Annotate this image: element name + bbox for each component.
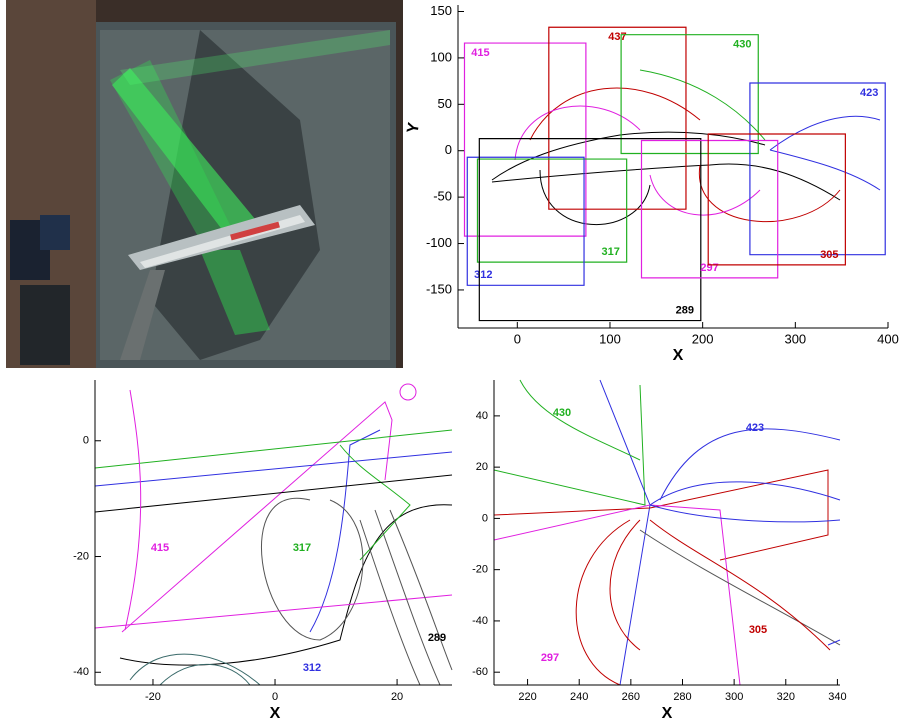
y-tick-label: -20: [73, 550, 89, 562]
x-axis-label: X: [673, 347, 684, 364]
window-label: 297: [700, 262, 718, 274]
x-tick-label: 400: [877, 331, 899, 346]
x-tick-label: 300: [725, 691, 743, 703]
x-axis-label: X: [270, 705, 281, 722]
window-outline: [621, 35, 758, 154]
x-tick-label: 300: [784, 331, 806, 346]
window-label: 317: [601, 246, 619, 258]
y-tick-label: 150: [430, 3, 452, 18]
y-tick-label: 0: [482, 512, 488, 524]
y-tick-label: -150: [426, 281, 452, 296]
x-tick-label: 320: [777, 691, 795, 703]
x-tick-label: 200: [692, 331, 714, 346]
y-tick-label: -100: [426, 235, 452, 250]
x-tick-label: 20: [391, 691, 403, 703]
window-label: 305: [749, 624, 767, 636]
y-tick-label: -60: [472, 666, 488, 678]
x-tick-label: 0: [514, 331, 521, 346]
window-label: 430: [553, 407, 571, 419]
y-tick-label: 0: [83, 435, 89, 447]
window-outline: [479, 139, 700, 321]
contours-detail-trailing-edge: [494, 380, 840, 685]
window-label: 289: [428, 632, 446, 644]
window-label: 415: [151, 542, 169, 554]
window-outline: [464, 43, 585, 236]
window-outline: [549, 27, 686, 209]
x-tick-label: 280: [673, 691, 691, 703]
x-tick-label: 220: [518, 691, 536, 703]
y-tick-label: -40: [472, 615, 488, 627]
window-label: 312: [303, 662, 321, 674]
y-tick-label: 100: [430, 49, 452, 64]
window-label: 437: [608, 31, 626, 43]
y-tick-label: 40: [476, 410, 488, 422]
y-tick-label: -20: [472, 564, 488, 576]
window-label: 423: [860, 87, 878, 99]
window-label: 312: [474, 269, 492, 281]
y-tick-label: -40: [73, 666, 89, 678]
y-tick-label: 20: [476, 461, 488, 473]
x-tick-label: 260: [622, 691, 640, 703]
window-label: 430: [733, 39, 751, 51]
window-label: 305: [820, 249, 838, 261]
x-tick-label: 340: [828, 691, 846, 703]
window-label: 289: [676, 304, 694, 316]
x-tick-label: 240: [570, 691, 588, 703]
figure: 4154374304233173122892973050100200300400…: [0, 0, 902, 724]
x-tick-label: 100: [599, 331, 621, 346]
photo: [6, 0, 403, 368]
window-label: 423: [746, 422, 764, 434]
contours-detail-leading-edge: [95, 384, 452, 685]
y-tick-label: 0: [445, 142, 452, 157]
y-tick-label: 50: [438, 96, 452, 111]
window-label: 415: [471, 47, 489, 59]
window-label: 317: [293, 542, 311, 554]
window-label: 297: [541, 652, 559, 664]
window-outline: [467, 157, 584, 285]
x-tick-label: 0: [272, 691, 278, 703]
x-axis-label: X: [662, 705, 673, 722]
x-tick-label: -20: [145, 691, 161, 703]
y-tick-label: -50: [433, 189, 452, 204]
y-axis-label: Y: [404, 121, 423, 135]
